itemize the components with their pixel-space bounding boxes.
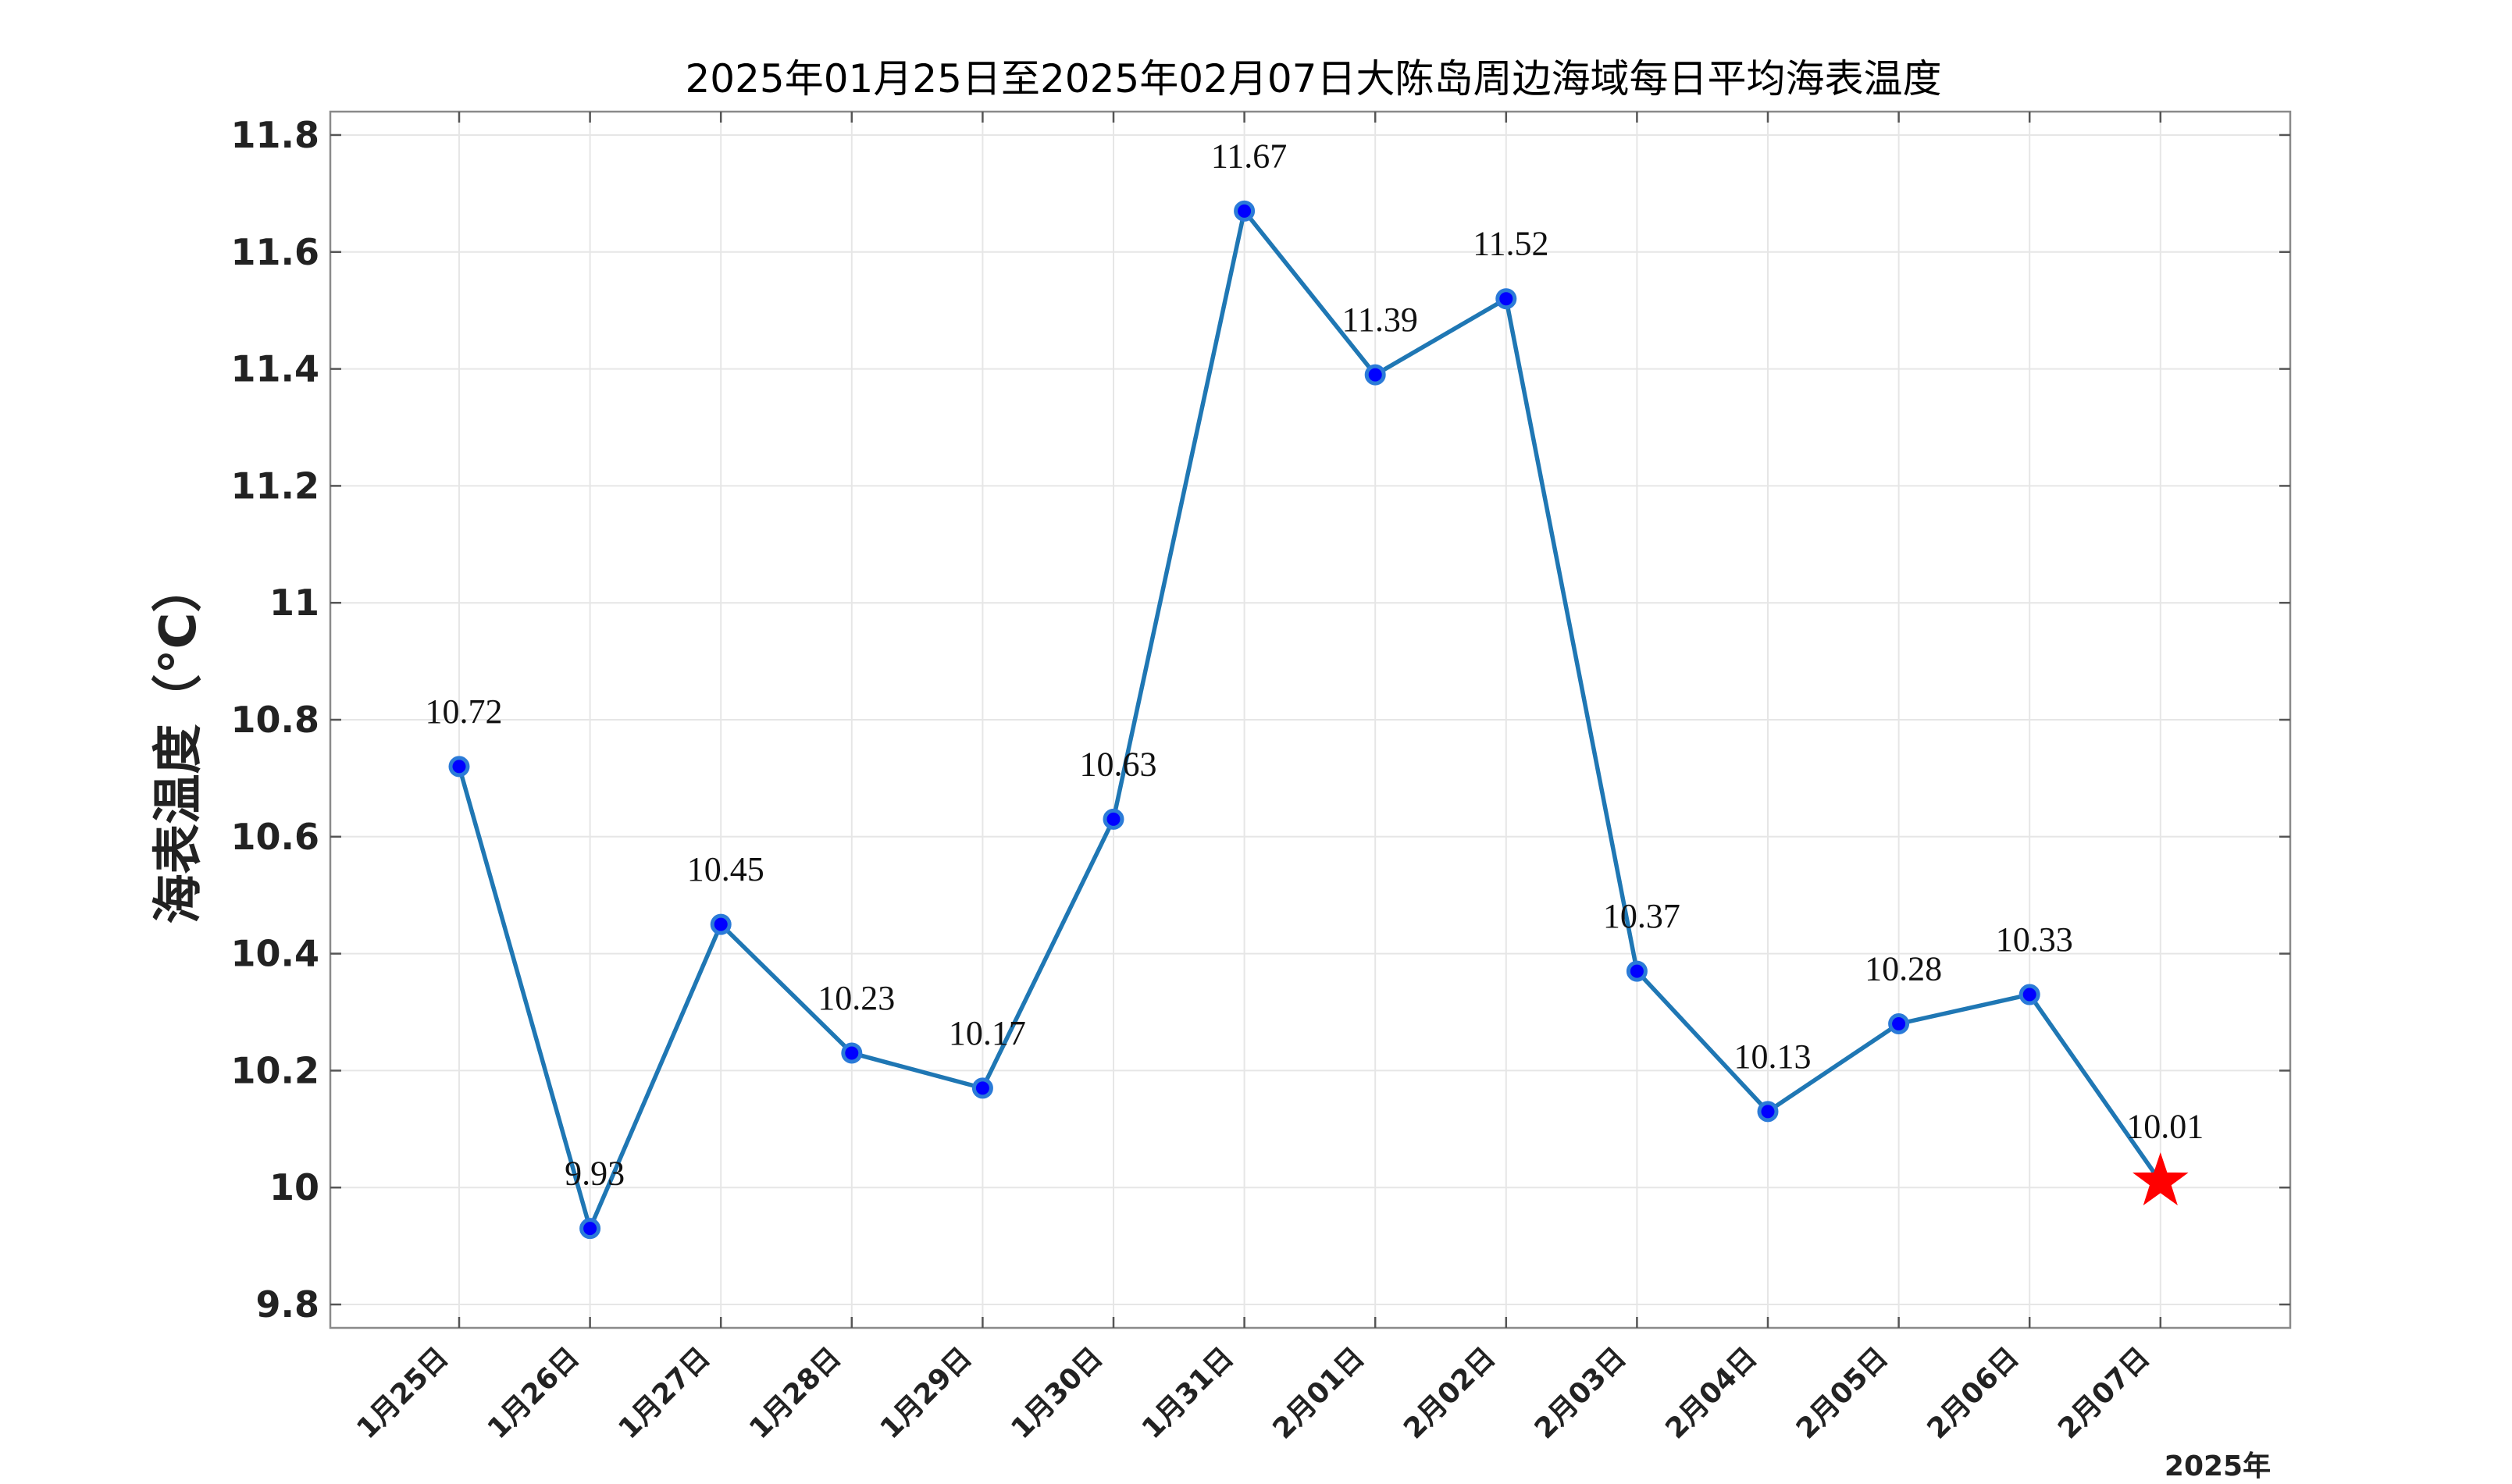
data-point-marker (1364, 364, 1386, 386)
x-tick-label: 1月27日 (613, 1341, 717, 1445)
x-tick-label: 1月25日 (351, 1341, 454, 1445)
x-tick-label: 1月31日 (1136, 1341, 1240, 1445)
data-label: 10.37 (1603, 897, 1680, 935)
y-tick-label: 11.6 (231, 231, 320, 273)
data-label: 10.63 (1080, 745, 1157, 783)
x-tick-label: 1月28日 (743, 1341, 847, 1445)
data-point-marker (2019, 984, 2040, 1005)
x-tick-label: 2月06日 (1922, 1341, 2026, 1445)
data-label: 11.52 (1473, 225, 1548, 263)
data-label: 11.39 (1342, 301, 1418, 339)
y-tick-label: 11.8 (231, 114, 320, 156)
data-label: 10.01 (2126, 1108, 2204, 1146)
series-line (457, 208, 2163, 1231)
grid (330, 112, 2290, 1328)
chart-title: 2025年01月25日至2025年02月07日大陈岛周边海域每日平均海表温度 (686, 56, 1942, 101)
x-tick-label: 2月04日 (1659, 1341, 1763, 1445)
y-tick-label: 11.4 (231, 348, 320, 390)
y-tick-label: 10 (269, 1166, 319, 1208)
series-temperature (448, 200, 2189, 1240)
data-label: 11.67 (1211, 137, 1287, 175)
y-tick-label: 10.4 (231, 933, 320, 975)
y-tick-label: 10.8 (231, 699, 320, 741)
y-axis-ticks: 9.8 10 10.2 10.4 10.6 10.8 11 11.2 11.4 11.6 11.8 (231, 114, 2290, 1326)
data-label: 10.13 (1734, 1037, 1812, 1076)
x-tick-label: 1月26日 (482, 1341, 586, 1445)
data-point-marker (710, 913, 732, 935)
data-label: 10.28 (1865, 950, 1942, 988)
y-tick-label: 11 (269, 582, 319, 624)
y-tick-label: 10.2 (231, 1049, 320, 1091)
x-tick-label: 2月07日 (2052, 1341, 2156, 1445)
x-tick-label: 2月01日 (1267, 1341, 1371, 1445)
data-label: 10.45 (687, 850, 764, 888)
data-point-marker (1495, 288, 1517, 310)
data-label: 10.17 (949, 1014, 1026, 1052)
x-tick-label: 2月05日 (1790, 1341, 1894, 1445)
data-label: 10.33 (1996, 920, 2073, 959)
data-point-marker (448, 756, 470, 778)
data-point-marker (841, 1042, 863, 1064)
x-tick-label: 2月03日 (1529, 1341, 1633, 1445)
y-tick-label: 10.6 (231, 816, 320, 858)
x-tick-label: 1月29日 (875, 1341, 978, 1445)
y-tick-label: 11.2 (231, 464, 320, 507)
x-axis-year-label: 2025年 (2165, 1450, 2271, 1482)
data-label: 10.72 (426, 692, 503, 731)
y-tick-label: 9.8 (256, 1283, 320, 1326)
x-tick-label: 1月30日 (1005, 1341, 1109, 1445)
data-label: 10.23 (818, 979, 895, 1017)
data-point-marker (579, 1218, 601, 1240)
data-point-marker (971, 1077, 993, 1099)
data-labels: 10.72 9.93 10.45 10.23 10.17 10.63 11.67 11.39 1… (426, 137, 2204, 1192)
x-tick-label: 2月02日 (1398, 1341, 1502, 1445)
y-axis-label: 海表温度（°C） (150, 563, 208, 924)
data-point-marker (1626, 960, 1648, 982)
data-point-star-marker (2133, 1152, 2189, 1206)
x-axis-ticks: 1月25日 1月26日 1月27日 1月28日 1月29日 1月30日 1月31日 2月01日… (351, 112, 2162, 1445)
data-point-marker (1234, 200, 1256, 222)
data-label: 9.93 (565, 1155, 625, 1193)
data-point-marker (1888, 1013, 1910, 1034)
data-point-marker (1757, 1101, 1779, 1123)
data-point-marker (1103, 808, 1124, 830)
